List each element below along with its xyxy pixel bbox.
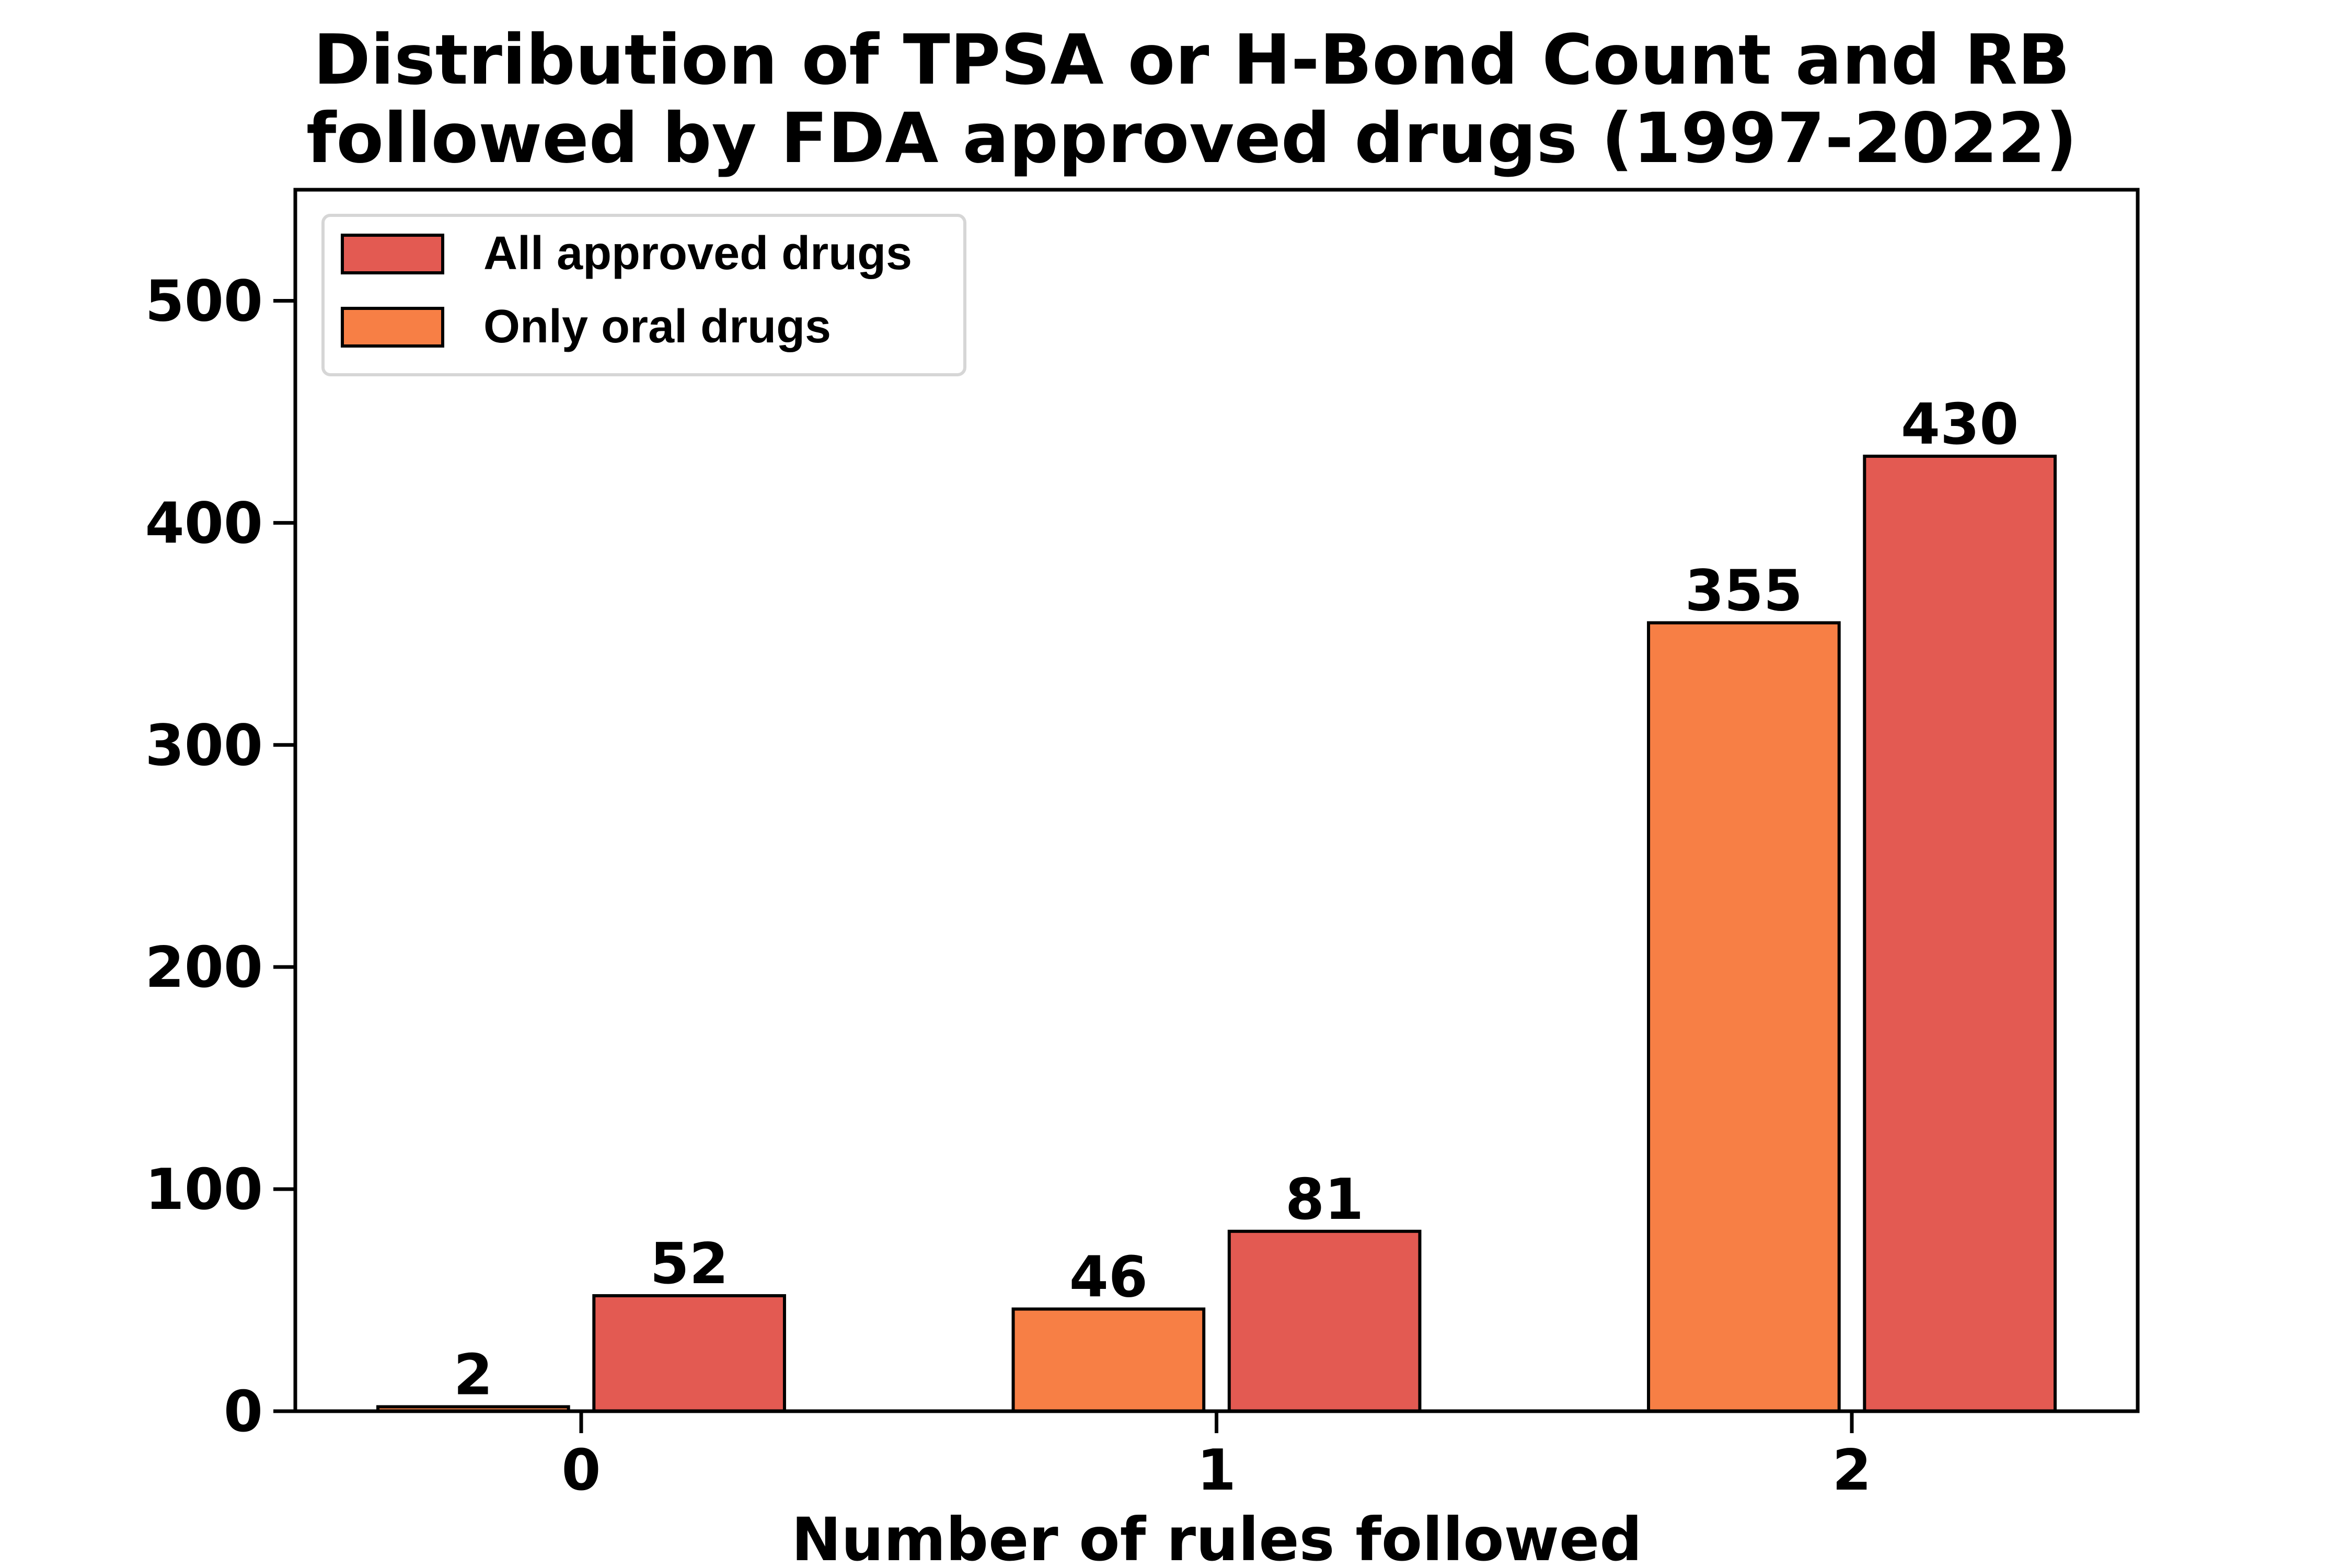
bar-all-approved-1	[1227, 1229, 1422, 1413]
value-label-all-approved-1: 81	[1285, 1167, 1364, 1232]
x-tick-label-2: 2	[1832, 1438, 1871, 1503]
value-label-oral-2: 355	[1685, 559, 1803, 624]
legend-swatch-all-approved	[341, 234, 444, 274]
bar-oral-1	[1011, 1307, 1206, 1413]
bar-oral-2	[1647, 621, 1841, 1413]
bars-group	[376, 454, 2057, 1413]
y-tick-label-500: 500	[145, 269, 263, 334]
legend-box	[321, 214, 966, 376]
legend-label-oral: Only oral drugs	[483, 301, 831, 353]
value-label-oral-1: 46	[1069, 1245, 1148, 1310]
bar-all-approved-0	[592, 1294, 786, 1413]
x-axis: 0 1 2	[561, 1411, 1872, 1503]
chart-title-line-1: Distribution of TPSA or H-Bond Count and…	[313, 20, 2070, 100]
legend-label-all-approved: All approved drugs	[483, 227, 912, 280]
chart-title-line-2: followed by FDA approved drugs (1997-202…	[306, 98, 2077, 179]
y-tick-label-200: 200	[145, 935, 263, 1000]
legend-swatch-oral	[341, 307, 444, 348]
bar-all-approved-2	[1863, 454, 2057, 1413]
y-tick-label-100: 100	[145, 1157, 263, 1223]
value-label-all-approved-0: 52	[650, 1231, 728, 1297]
y-tick-label-400: 400	[145, 491, 263, 556]
value-labels-group: 2 46 355 52 81 430	[454, 392, 2019, 1408]
y-axis: 0 100 200 300 400 500	[145, 269, 295, 1445]
value-label-oral-0: 2	[454, 1343, 493, 1408]
x-tick-label-0: 0	[561, 1438, 601, 1503]
legend: All approved drugs Only oral drugs	[321, 214, 966, 376]
y-tick-label-0: 0	[224, 1379, 263, 1445]
chart-title: Distribution of TPSA or H-Bond Count and…	[306, 20, 2077, 179]
value-label-all-approved-2: 430	[1901, 392, 2019, 457]
y-tick-label-300: 300	[145, 713, 263, 778]
x-axis-label: Number of rules followed	[791, 1505, 1642, 1568]
x-tick-label-1: 1	[1197, 1438, 1236, 1503]
